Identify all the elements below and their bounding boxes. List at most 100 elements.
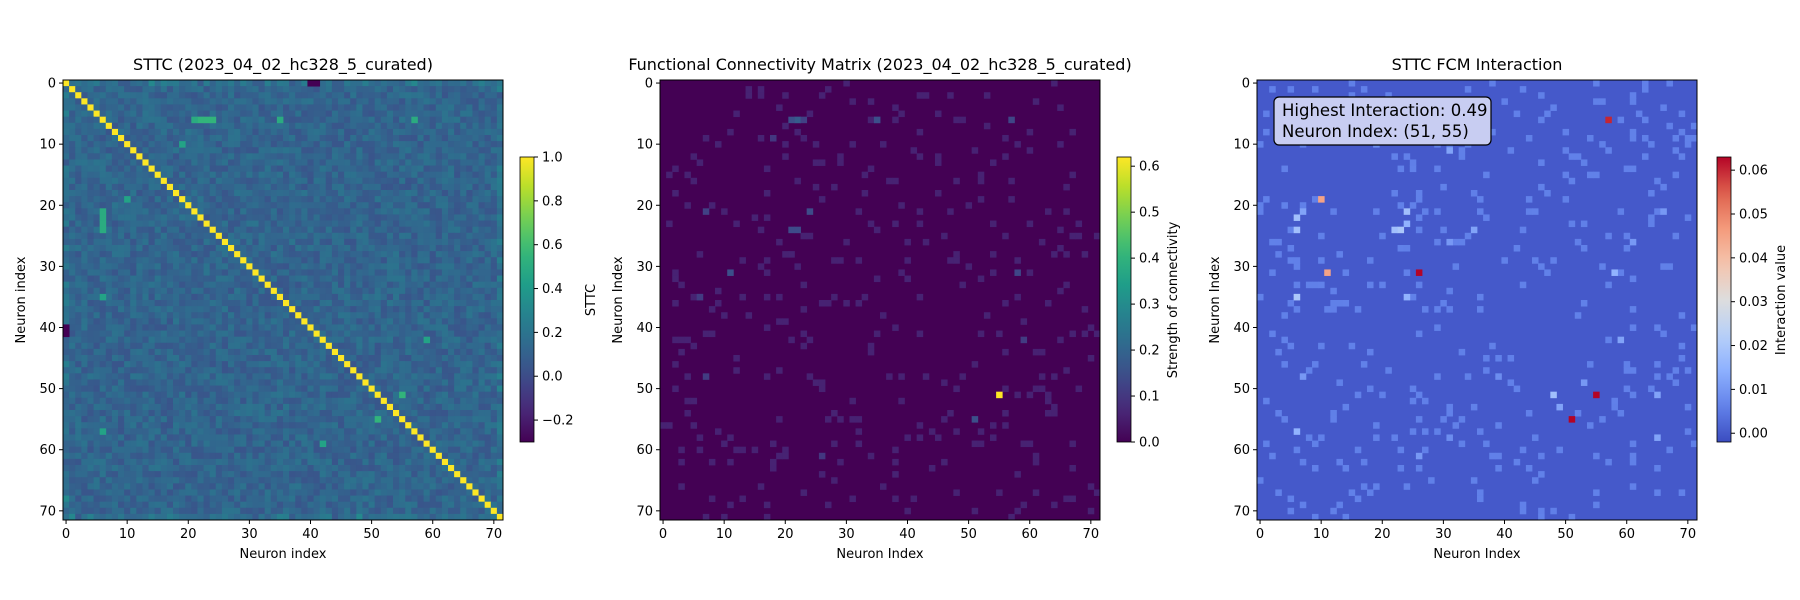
heatmap-cell — [124, 312, 131, 319]
heatmap-cell — [466, 318, 473, 325]
heatmap-cell — [173, 281, 180, 289]
heatmap-cell — [368, 287, 376, 295]
heatmap-cell — [350, 98, 357, 105]
heatmap-cell — [301, 465, 308, 472]
heatmap-cell — [460, 293, 467, 301]
heatmap-cell — [234, 342, 241, 350]
heatmap-cell — [99, 135, 107, 142]
heatmap-cell — [350, 86, 357, 93]
heatmap-cell — [393, 428, 400, 435]
heatmap-cell — [386, 147, 394, 154]
heatmap-cell — [356, 330, 363, 338]
heatmap-cell — [466, 135, 473, 142]
heatmap-cell — [454, 373, 461, 380]
heatmap-cell — [179, 458, 186, 466]
heatmap-cell — [350, 251, 357, 258]
heatmap-cell — [362, 208, 369, 215]
heatmap-cell — [87, 361, 94, 368]
heatmap-cell — [252, 202, 259, 209]
heatmap-cell — [148, 177, 156, 185]
heatmap-cell — [331, 232, 339, 240]
heatmap-cell — [454, 312, 461, 319]
heatmap-cell — [429, 220, 437, 228]
heatmap-cell — [496, 98, 504, 105]
heatmap-cell — [69, 183, 76, 191]
heatmap-cell — [118, 80, 125, 87]
heatmap-cell — [496, 147, 504, 154]
heatmap-cell — [179, 312, 186, 319]
heatmap-cell — [380, 361, 388, 368]
heatmap-cell — [478, 80, 486, 87]
heatmap-cell — [386, 153, 394, 160]
heatmap-cell — [81, 422, 88, 429]
heatmap-cell — [252, 171, 259, 179]
heatmap-cell — [75, 373, 82, 380]
heatmap-cell — [393, 135, 400, 142]
heatmap-cell — [350, 446, 357, 454]
heatmap-cell — [179, 116, 186, 124]
heatmap-cell — [93, 226, 101, 234]
heatmap-cell — [203, 159, 211, 166]
heatmap-cell — [319, 183, 327, 191]
heatmap-cell — [99, 110, 107, 118]
heatmap-cell — [313, 434, 321, 441]
heatmap-cell — [69, 202, 76, 209]
heatmap-cell — [490, 434, 498, 441]
heatmap-cell — [319, 452, 327, 460]
heatmap-cell — [478, 318, 486, 325]
heatmap-cell — [301, 336, 308, 344]
heatmap-cell — [435, 428, 443, 435]
heatmap-cell — [368, 483, 376, 490]
heatmap-cell — [179, 147, 186, 154]
heatmap-cell — [197, 245, 204, 252]
heatmap-cell — [154, 92, 162, 99]
heatmap-cell — [380, 446, 388, 454]
heatmap-cell — [490, 422, 498, 429]
heatmap-cell — [429, 397, 437, 405]
heatmap-cell — [185, 391, 192, 399]
heatmap-cell — [87, 403, 94, 411]
heatmap-cell — [93, 293, 101, 301]
heatmap-cell — [484, 367, 492, 374]
heatmap-cell — [185, 312, 192, 319]
heatmap-cell — [99, 177, 107, 185]
heatmap-cell — [393, 293, 400, 301]
heatmap-cell — [160, 98, 168, 105]
heatmap-cell — [215, 122, 223, 130]
heatmap-cell — [221, 183, 229, 191]
heatmap-cell — [356, 232, 363, 240]
heatmap-cell — [99, 275, 107, 283]
heatmap-cell — [496, 422, 504, 429]
heatmap-cell — [368, 318, 376, 325]
heatmap-cell — [160, 434, 168, 441]
heatmap-cell — [393, 281, 400, 289]
heatmap-cell — [173, 391, 180, 399]
heatmap-cell — [99, 159, 107, 166]
heatmap-cell — [466, 214, 473, 221]
heatmap-cell — [270, 177, 278, 185]
heatmap-cell — [301, 452, 308, 460]
heatmap-cell — [417, 214, 424, 221]
heatmap-cell — [356, 128, 363, 136]
heatmap-cell — [307, 348, 314, 356]
heatmap-cell — [142, 465, 149, 472]
heatmap-cell — [105, 214, 113, 221]
heatmap-cell — [490, 245, 498, 252]
heatmap-cell — [154, 324, 162, 331]
heatmap-cell — [338, 190, 345, 197]
heatmap-cell — [160, 269, 168, 276]
heatmap-cell — [252, 471, 259, 478]
heatmap-cell — [307, 232, 314, 240]
heatmap-cell — [295, 355, 302, 362]
heatmap-cell — [197, 446, 204, 454]
heatmap-cell — [319, 238, 327, 246]
heatmap-cell — [301, 122, 308, 130]
heatmap-cell — [319, 232, 327, 240]
heatmap-cell — [99, 128, 107, 136]
heatmap-cell — [490, 122, 498, 130]
heatmap-cell — [148, 196, 156, 203]
heatmap-cell — [63, 128, 70, 136]
heatmap-cell — [307, 183, 314, 191]
heatmap-cell — [160, 80, 168, 87]
heatmap-cell — [228, 458, 235, 466]
